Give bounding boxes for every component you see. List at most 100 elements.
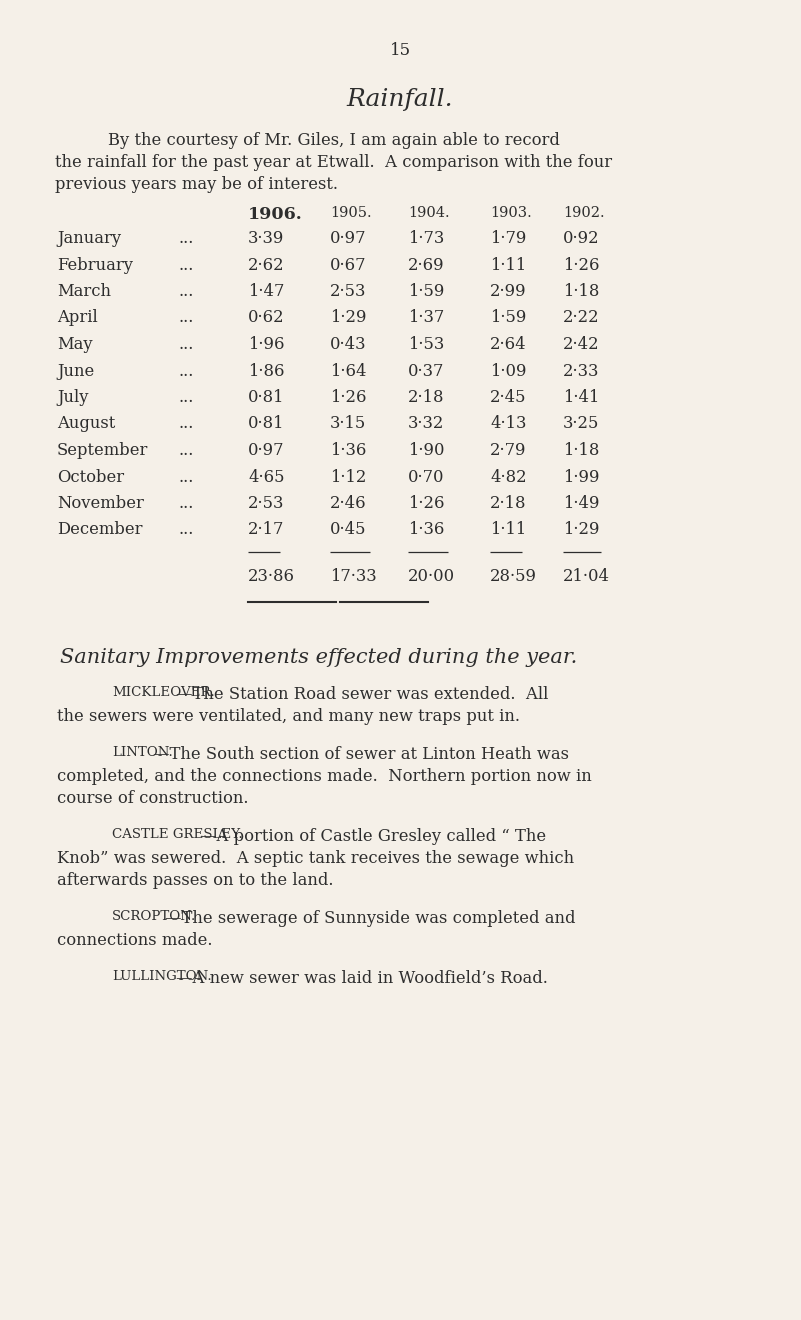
Text: 2·17: 2·17: [248, 521, 284, 539]
Text: March: March: [57, 282, 111, 300]
Text: 1903.: 1903.: [490, 206, 532, 220]
Text: 1·29: 1·29: [330, 309, 367, 326]
Text: 1·86: 1·86: [248, 363, 284, 380]
Text: ...: ...: [178, 337, 193, 352]
Text: 1·36: 1·36: [408, 521, 445, 539]
Text: 1·26: 1·26: [408, 495, 445, 512]
Text: 0·81: 0·81: [248, 416, 284, 433]
Text: ...: ...: [178, 309, 193, 326]
Text: 2·18: 2·18: [490, 495, 526, 512]
Text: ...: ...: [178, 495, 193, 512]
Text: MICKLEOVER.: MICKLEOVER.: [112, 686, 215, 700]
Text: ...: ...: [178, 256, 193, 273]
Text: 1·47: 1·47: [248, 282, 284, 300]
Text: August: August: [57, 416, 115, 433]
Text: ...: ...: [178, 230, 193, 247]
Text: CASTLE GRESLEY.: CASTLE GRESLEY.: [112, 828, 243, 841]
Text: 4·13: 4·13: [490, 416, 526, 433]
Text: 0·62: 0·62: [248, 309, 284, 326]
Text: December: December: [57, 521, 143, 539]
Text: 28·59: 28·59: [490, 568, 537, 585]
Text: 1·09: 1·09: [490, 363, 526, 380]
Text: previous years may be of interest.: previous years may be of interest.: [55, 176, 338, 193]
Text: —The South section of sewer at Linton Heath was: —The South section of sewer at Linton He…: [153, 746, 569, 763]
Text: 0·67: 0·67: [330, 256, 367, 273]
Text: —A portion of Castle Gresley called “ The: —A portion of Castle Gresley called “ Th…: [199, 828, 545, 845]
Text: 2·22: 2·22: [563, 309, 600, 326]
Text: 1904.: 1904.: [408, 206, 449, 220]
Text: the sewers were ventilated, and many new traps put in.: the sewers were ventilated, and many new…: [57, 708, 520, 725]
Text: 1·12: 1·12: [330, 469, 366, 486]
Text: ...: ...: [178, 282, 193, 300]
Text: 1·53: 1·53: [408, 337, 445, 352]
Text: ...: ...: [178, 363, 193, 380]
Text: 1·59: 1·59: [490, 309, 526, 326]
Text: 2·18: 2·18: [408, 389, 445, 407]
Text: 1·64: 1·64: [330, 363, 367, 380]
Text: 1·37: 1·37: [408, 309, 445, 326]
Text: 1·26: 1·26: [330, 389, 367, 407]
Text: 15: 15: [389, 42, 411, 59]
Text: 2·33: 2·33: [563, 363, 599, 380]
Text: 4·82: 4·82: [490, 469, 526, 486]
Text: 1·79: 1·79: [490, 230, 526, 247]
Text: 3·15: 3·15: [330, 416, 366, 433]
Text: July: July: [57, 389, 88, 407]
Text: 0·97: 0·97: [248, 442, 284, 459]
Text: 1·49: 1·49: [563, 495, 599, 512]
Text: 0·37: 0·37: [408, 363, 445, 380]
Text: 2·53: 2·53: [330, 282, 366, 300]
Text: June: June: [57, 363, 95, 380]
Text: September: September: [57, 442, 148, 459]
Text: LULLINGTON.: LULLINGTON.: [112, 970, 211, 983]
Text: ...: ...: [178, 469, 193, 486]
Text: ...: ...: [178, 442, 193, 459]
Text: 2·42: 2·42: [563, 337, 600, 352]
Text: 1·73: 1·73: [408, 230, 445, 247]
Text: 1·11: 1·11: [490, 256, 526, 273]
Text: Knob” was sewered.  A septic tank receives the sewage which: Knob” was sewered. A septic tank receive…: [57, 850, 574, 867]
Text: —The sewerage of Sunnyside was completed and: —The sewerage of Sunnyside was completed…: [165, 909, 575, 927]
Text: SCROPTON.: SCROPTON.: [112, 909, 196, 923]
Text: 0·70: 0·70: [408, 469, 445, 486]
Text: 0·81: 0·81: [248, 389, 284, 407]
Text: 1·18: 1·18: [563, 282, 599, 300]
Text: LINTON.: LINTON.: [112, 746, 173, 759]
Text: 0·92: 0·92: [563, 230, 600, 247]
Text: 2·53: 2·53: [248, 495, 284, 512]
Text: —The Station Road sewer was extended.  All: —The Station Road sewer was extended. Al…: [176, 686, 549, 704]
Text: 2·69: 2·69: [408, 256, 445, 273]
Text: 1902.: 1902.: [563, 206, 605, 220]
Text: 3·25: 3·25: [563, 416, 599, 433]
Text: 4·65: 4·65: [248, 469, 284, 486]
Text: —A new sewer was laid in Woodfield’s Road.: —A new sewer was laid in Woodfield’s Roa…: [176, 970, 548, 987]
Text: 1·90: 1·90: [408, 442, 445, 459]
Text: Rainfall.: Rainfall.: [347, 88, 453, 111]
Text: October: October: [57, 469, 124, 486]
Text: 1·26: 1·26: [563, 256, 599, 273]
Text: the rainfall for the past year at Etwall.  A comparison with the four: the rainfall for the past year at Etwall…: [55, 154, 612, 172]
Text: 0·45: 0·45: [330, 521, 367, 539]
Text: completed, and the connections made.  Northern portion now in: completed, and the connections made. Nor…: [57, 768, 592, 785]
Text: 2·64: 2·64: [490, 337, 526, 352]
Text: 3·32: 3·32: [408, 416, 445, 433]
Text: 2·46: 2·46: [330, 495, 367, 512]
Text: 2·99: 2·99: [490, 282, 526, 300]
Text: 2·45: 2·45: [490, 389, 526, 407]
Text: 1·96: 1·96: [248, 337, 284, 352]
Text: course of construction.: course of construction.: [57, 789, 248, 807]
Text: ...: ...: [178, 389, 193, 407]
Text: May: May: [57, 337, 93, 352]
Text: By the courtesy of Mr. Giles, I am again able to record: By the courtesy of Mr. Giles, I am again…: [108, 132, 560, 149]
Text: 2·79: 2·79: [490, 442, 526, 459]
Text: April: April: [57, 309, 98, 326]
Text: Sanitary Improvements effected during the year.: Sanitary Improvements effected during th…: [60, 648, 578, 667]
Text: 1906.: 1906.: [248, 206, 303, 223]
Text: February: February: [57, 256, 133, 273]
Text: 0·97: 0·97: [330, 230, 367, 247]
Text: 1·59: 1·59: [408, 282, 445, 300]
Text: 1·99: 1·99: [563, 469, 599, 486]
Text: November: November: [57, 495, 144, 512]
Text: 1·29: 1·29: [563, 521, 599, 539]
Text: afterwards passes on to the land.: afterwards passes on to the land.: [57, 873, 333, 888]
